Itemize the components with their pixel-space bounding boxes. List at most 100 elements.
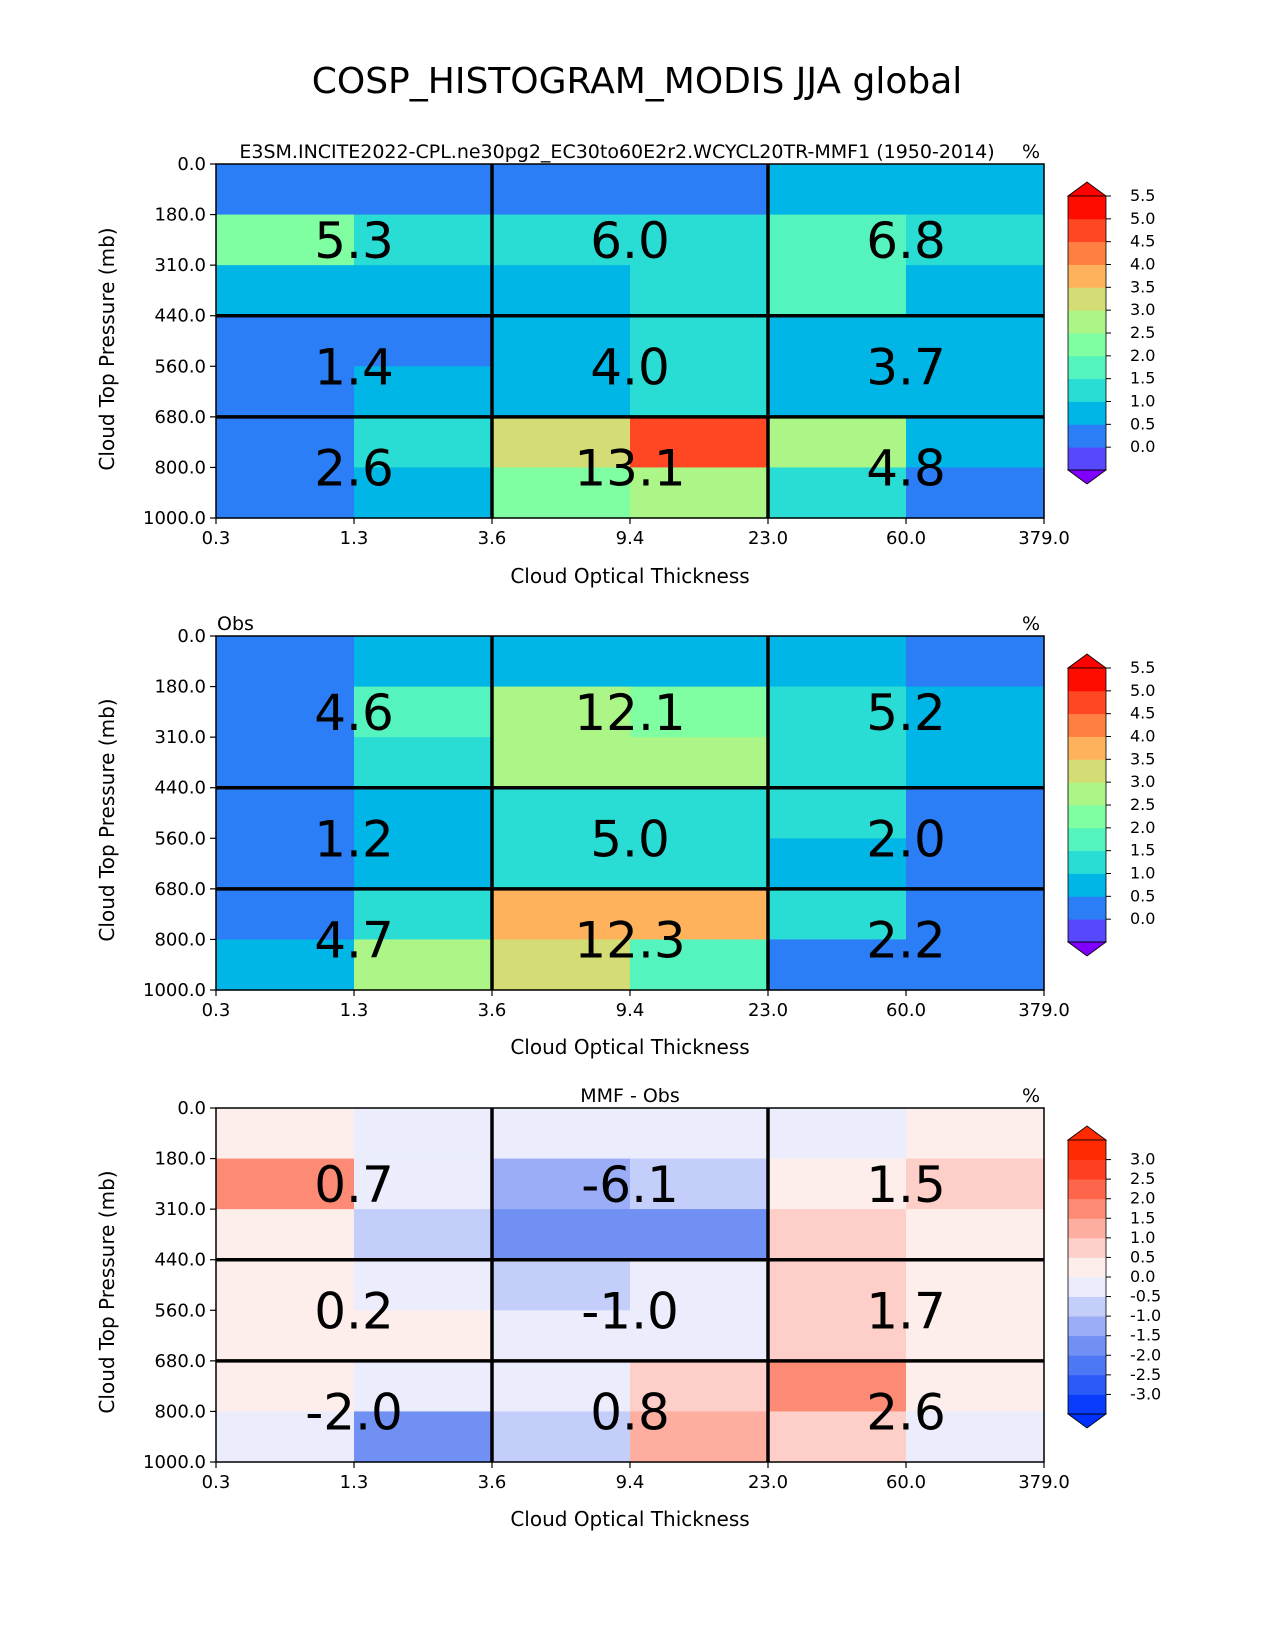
colorbar-tick-label: 1.5 xyxy=(1130,369,1155,388)
x-tick-label: 23.0 xyxy=(748,1000,788,1021)
heatmap-cell xyxy=(492,467,631,519)
x-tick-label: 60.0 xyxy=(886,1472,926,1493)
group-sum-label: -6.1 xyxy=(581,1156,679,1214)
group-sum-label: 0.2 xyxy=(314,1282,394,1340)
y-tick-labels: 0.0 180.0 310.0 440.0 560.0 680.0 800.0 1000.0 xyxy=(143,1098,216,1473)
colorbar-tick-label: -3.0 xyxy=(1130,1384,1161,1403)
heatmap-cell xyxy=(768,1158,907,1210)
y-axis-label: Cloud Top Pressure (mb) xyxy=(95,698,119,941)
heatmap-cell xyxy=(354,838,493,890)
heatmap-cell xyxy=(354,1108,493,1160)
colorbar-tick-label: 3.0 xyxy=(1130,1150,1155,1169)
colorbar-segment xyxy=(1068,1374,1106,1395)
colorbar-tick-label: 4.5 xyxy=(1130,232,1155,251)
colorbar-tick-label: 1.5 xyxy=(1130,841,1155,860)
figure-title: COSP_HISTOGRAM_MODIS JJA global xyxy=(312,61,963,102)
heatmap-cell xyxy=(216,164,355,216)
heatmap-cell xyxy=(630,838,769,890)
y-tick-label: 0.0 xyxy=(177,154,206,175)
colorbar-segment xyxy=(1068,690,1106,715)
heatmap-cell xyxy=(492,1310,631,1362)
y-tick-label: 680.0 xyxy=(154,1351,206,1372)
heatmap-cell xyxy=(906,1108,1045,1160)
colorbar-tick-label: 3.0 xyxy=(1130,772,1155,791)
heatmap-cell xyxy=(768,366,907,418)
x-tick-label: 3.6 xyxy=(478,528,507,549)
heatmap-cell xyxy=(216,1108,355,1160)
colorbar-segment xyxy=(1068,873,1106,897)
heatmap-cell xyxy=(768,1310,907,1362)
heatmap-cell xyxy=(630,939,769,991)
colorbar-segment xyxy=(1068,1394,1106,1415)
heatmap-cell xyxy=(768,838,907,890)
colorbar-segment xyxy=(1068,827,1106,852)
colorbar: 5.5 5.0 4.5 4.0 3.5 3.0 2.5 2.0 1.5 1.0 0.5 0.0 xyxy=(1066,653,1155,957)
group-sum-label: 6.0 xyxy=(590,212,670,270)
group-sum-label: 1.7 xyxy=(866,1282,946,1340)
heatmap-cell xyxy=(768,686,907,738)
colorbar-segment xyxy=(1068,355,1106,380)
heatmap-cell xyxy=(630,366,769,418)
colorbar: 3.02.52.01.51.00.50.0-0.5-1.0-1.5-2.0-2.… xyxy=(1066,1125,1161,1429)
heatmap-cell xyxy=(216,366,355,418)
y-tick-label: 560.0 xyxy=(154,1300,206,1321)
heatmap-cell xyxy=(630,686,769,738)
colorbar-tick-label: 0.5 xyxy=(1130,414,1155,433)
heatmap-cell xyxy=(906,1310,1045,1362)
units-label: % xyxy=(1022,1085,1040,1107)
heatmap-cell xyxy=(906,1411,1045,1463)
heatmap-cell xyxy=(768,939,907,991)
colorbar-tick-label: 0.5 xyxy=(1130,1247,1155,1266)
heatmap-cell xyxy=(492,838,631,890)
heatmap-cell xyxy=(492,1411,631,1463)
heatmap-cell xyxy=(768,1108,907,1160)
panel-title: Obs xyxy=(217,613,254,635)
heatmap-cell xyxy=(630,164,769,216)
heatmap-cell xyxy=(630,265,769,317)
colorbar-segment xyxy=(1068,805,1106,829)
group-sum-label: -2.0 xyxy=(305,1383,403,1441)
colorbar-segment xyxy=(1068,287,1106,311)
heatmap-cell xyxy=(768,315,907,367)
heatmap-cell xyxy=(630,315,769,367)
x-tick-label: 60.0 xyxy=(886,1000,926,1021)
x-tick-label: 3.6 xyxy=(478,1472,507,1493)
y-tick-label: 680.0 xyxy=(154,407,206,428)
colorbar-segment xyxy=(1068,1218,1106,1239)
colorbar-over-extension xyxy=(1066,1125,1108,1141)
heatmap-cell xyxy=(906,1158,1045,1210)
colorbar-tick-label: 0.5 xyxy=(1130,886,1155,905)
y-axis-label: Cloud Top Pressure (mb) xyxy=(95,1170,119,1413)
colorbar-over-extension xyxy=(1066,653,1108,669)
y-tick-label: 800.0 xyxy=(154,929,206,950)
heatmap-cell xyxy=(906,939,1045,991)
group-sum-label: 4.6 xyxy=(314,684,394,742)
group-sum-label: 6.8 xyxy=(866,212,946,270)
colorbar-tick-label: 1.5 xyxy=(1130,1208,1155,1227)
colorbar-under-extension xyxy=(1066,941,1108,957)
heatmap-cell xyxy=(906,1360,1045,1413)
group-sum-labels: 0.7 -6.1 1.5 0.2 -1.0 1.7 -2.0 0.8 2.6 xyxy=(305,1156,946,1442)
heatmap-cell xyxy=(906,366,1045,418)
heatmap-cell xyxy=(492,416,631,469)
heatmap-cell xyxy=(492,888,631,941)
x-tick-label: 9.4 xyxy=(616,1472,645,1493)
heatmap-cell xyxy=(768,737,907,789)
colorbar-tick-label: 2.5 xyxy=(1130,795,1155,814)
colorbar-segment xyxy=(1068,218,1106,243)
group-sum-labels: 4.6 12.1 5.2 1.2 5.0 2.0 4.7 12.3 2.2 xyxy=(314,684,946,970)
colorbar-tick-label: 5.5 xyxy=(1130,658,1155,677)
x-axis-label: Cloud Optical Thickness xyxy=(510,1035,749,1059)
y-tick-label: 0.0 xyxy=(177,626,206,647)
colorbar-segment xyxy=(1068,782,1106,806)
heatmap-cell xyxy=(354,686,493,738)
colorbar-tick-label: 3.5 xyxy=(1130,277,1155,296)
x-tick-label: 379.0 xyxy=(1018,528,1070,549)
group-sum-label: 1.2 xyxy=(314,810,394,868)
heatmap-cell xyxy=(492,164,631,216)
heatmap-cell xyxy=(354,315,493,367)
heatmap-cell xyxy=(768,1360,907,1413)
heatmap-cell xyxy=(768,265,907,317)
colorbar-tick-label: 2.0 xyxy=(1130,346,1155,365)
heatmap-cell xyxy=(492,214,631,266)
